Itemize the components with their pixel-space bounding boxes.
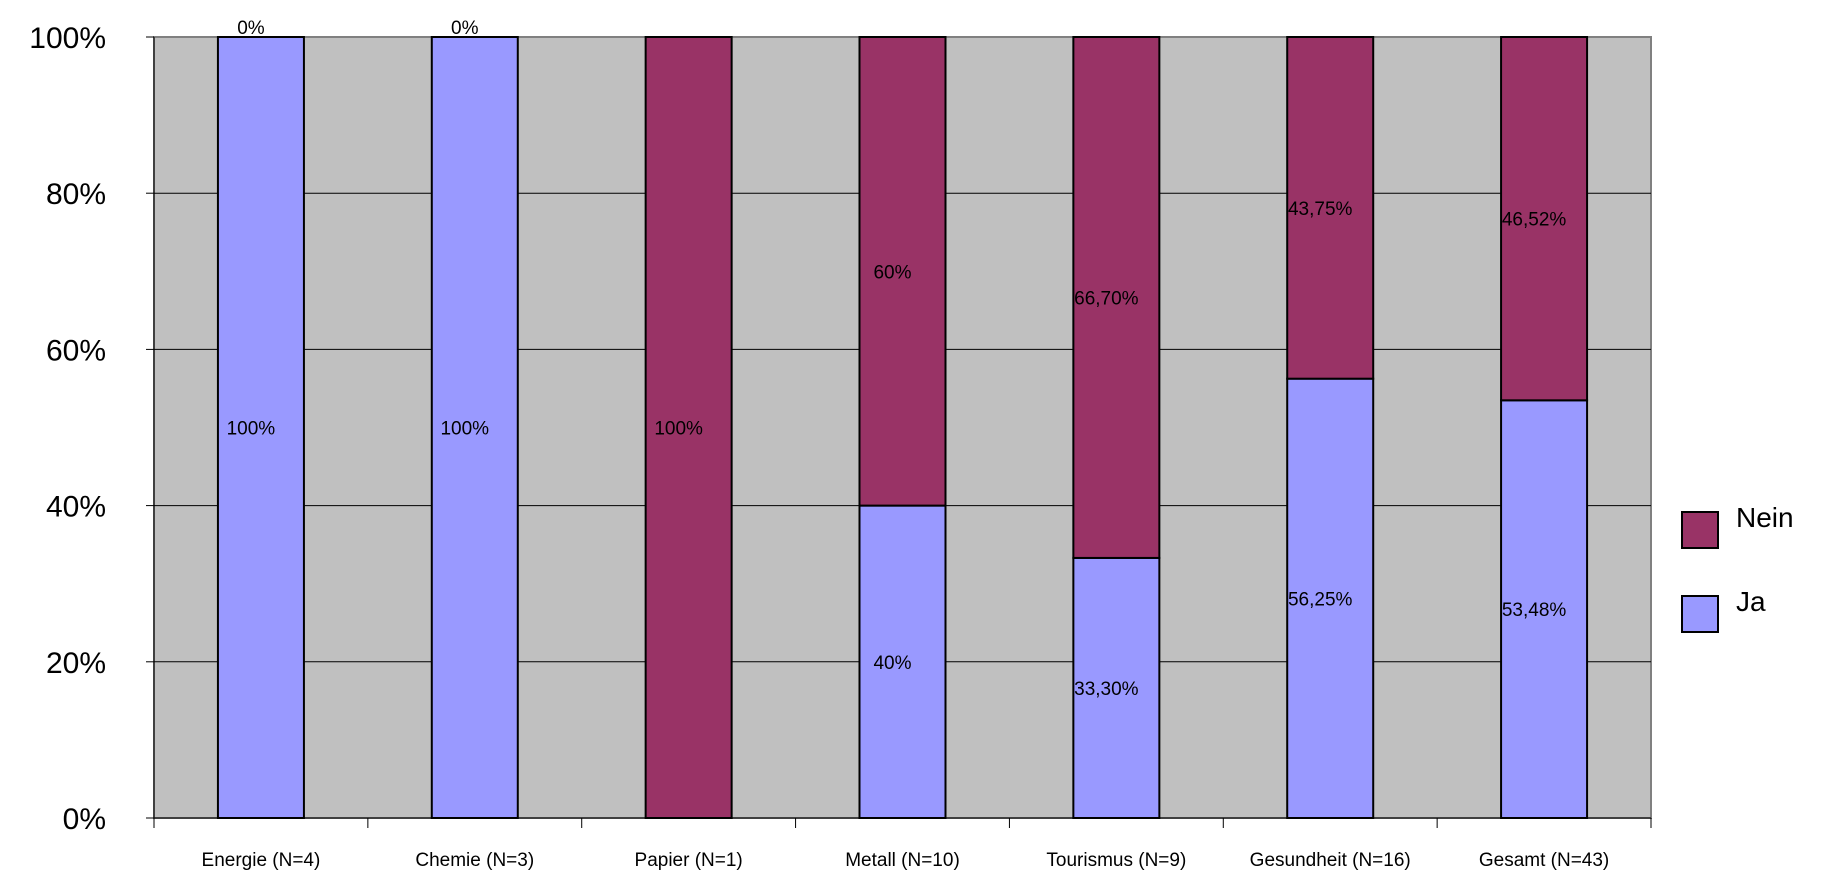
x-category-label: Metall (N=10) xyxy=(845,850,960,871)
bar-segment-nein xyxy=(1500,36,1589,402)
y-tick-label: 60% xyxy=(46,334,106,367)
bar-segment-ja xyxy=(858,504,947,819)
data-label: 66,70% xyxy=(1074,288,1139,309)
bar-segment-nein xyxy=(858,36,947,507)
data-label: 33,30% xyxy=(1074,679,1139,700)
y-tick-label: 0% xyxy=(63,803,106,836)
data-label: 0% xyxy=(451,18,479,39)
data-label: 60% xyxy=(873,262,911,283)
y-axis-ticks: 0% 20% 40% 60% 80% 100% xyxy=(29,22,154,836)
data-label: 100% xyxy=(227,419,276,440)
bars: 100% 0% 100% 0% 100% 40% 60% 33,30% 66,70% 56,25%… xyxy=(216,18,1589,819)
y-tick-label: 40% xyxy=(46,491,106,524)
x-category-label: Papier (N=1) xyxy=(635,850,743,871)
bar-segment-ja xyxy=(1072,556,1161,819)
bar-segment-nein xyxy=(1072,36,1161,559)
legend: Nein Ja xyxy=(1681,502,1794,633)
x-category-label: Gesundheit (N=16) xyxy=(1250,850,1411,871)
legend-label-ja: Ja xyxy=(1736,586,1766,617)
x-category-label: Tourismus (N=9) xyxy=(1046,850,1186,871)
legend-swatch-nein xyxy=(1681,511,1719,549)
data-label: 43,75% xyxy=(1288,199,1353,220)
y-tick-label: 80% xyxy=(46,178,106,211)
x-category-label: Chemie (N=3) xyxy=(415,850,534,871)
data-label: 40% xyxy=(873,653,911,674)
data-label: 100% xyxy=(440,419,489,440)
bar-segment-ja xyxy=(1286,377,1375,819)
x-category-label: Gesamt (N=43) xyxy=(1479,850,1609,871)
x-axis-labels: Energie (N=4) Chemie (N=3) Papier (N=1) Met… xyxy=(202,850,1610,871)
legend-label-nein: Nein xyxy=(1736,502,1794,533)
data-label: 100% xyxy=(654,419,703,440)
bar-segment-ja xyxy=(430,36,519,819)
data-label: 46,52% xyxy=(1502,210,1567,231)
bar-segment-ja xyxy=(1500,399,1589,819)
data-label: 53,48% xyxy=(1502,600,1567,621)
bar-segment-ja xyxy=(216,36,305,819)
bar-segment-nein xyxy=(644,36,733,819)
x-category-label: Energie (N=4) xyxy=(202,850,321,871)
bar-segment-nein xyxy=(1286,36,1375,380)
y-tick-label: 20% xyxy=(46,647,106,680)
data-label: 56,25% xyxy=(1288,589,1353,610)
legend-swatch-ja xyxy=(1681,595,1719,633)
data-label: 0% xyxy=(237,18,265,39)
y-tick-label: 100% xyxy=(29,22,106,55)
